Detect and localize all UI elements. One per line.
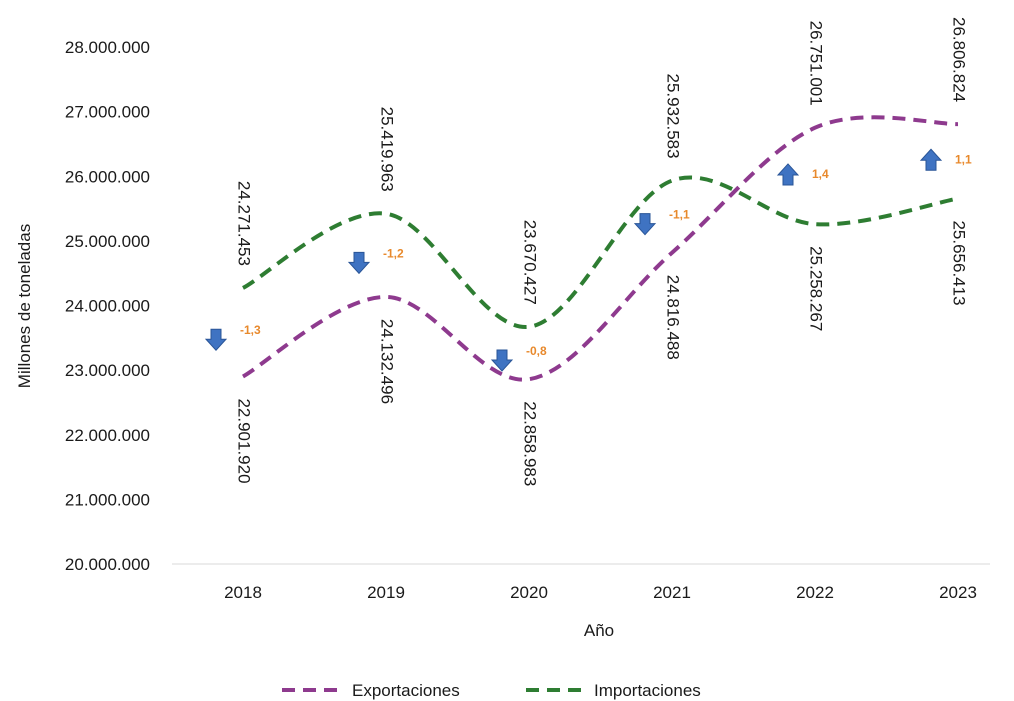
- legend-label: Exportaciones: [352, 681, 460, 700]
- legend: Exportaciones Importaciones: [282, 681, 701, 700]
- arrow-up-icon: [776, 163, 800, 186]
- x-tick-label: 2018: [224, 583, 262, 602]
- y-axis-ticks: 20.000.000 21.000.000 22.000.000 23.000.000…: [65, 38, 150, 574]
- series-line-importaciones: [242, 175, 959, 329]
- data-label-importaciones: 23.670.427: [521, 220, 540, 305]
- data-label-exportaciones: 22.858.983: [521, 401, 540, 486]
- data-label-importaciones: 25.932.583: [664, 74, 683, 159]
- change-label: -1,1: [669, 208, 690, 222]
- y-tick-label: 26.000.000: [65, 167, 150, 186]
- data-label-exportaciones: 24.816.488: [664, 275, 683, 360]
- y-tick-label: 24.000.000: [65, 297, 150, 316]
- series-lines: [242, 115, 959, 382]
- arrow-shape: [490, 349, 514, 372]
- arrow-shape: [776, 163, 800, 186]
- x-axis-title: Año: [584, 621, 614, 640]
- y-tick-label: 20.000.000: [65, 555, 150, 574]
- data-label-importaciones: 25.656.413: [950, 220, 969, 305]
- arrow-down-icon: [490, 349, 514, 372]
- y-axis-title: Millones de toneladas: [15, 224, 34, 388]
- change-label: 1,4: [812, 167, 829, 181]
- series-line-exportaciones: [242, 115, 959, 382]
- y-tick-label: 28.000.000: [65, 38, 150, 57]
- arrow-down-icon: [204, 328, 228, 351]
- legend-label: Importaciones: [594, 681, 701, 700]
- change-annotations: -1,3 -1,2 -0,8 -1,1 1,4 1,1: [204, 148, 972, 372]
- value-labels: 22.901.920 24.132.496 22.858.983 24.816.488…: [235, 17, 969, 486]
- x-tick-label: 2022: [796, 583, 834, 602]
- x-tick-label: 2019: [367, 583, 405, 602]
- arrow-shape: [204, 328, 228, 351]
- arrow-down-icon: [633, 213, 657, 236]
- y-tick-label: 22.000.000: [65, 426, 150, 445]
- data-label-importaciones: 25.419.963: [378, 107, 397, 192]
- y-tick-label: 21.000.000: [65, 490, 150, 509]
- legend-item-importaciones: Importaciones: [526, 681, 701, 700]
- y-tick-label: 27.000.000: [65, 103, 150, 122]
- x-tick-label: 2021: [653, 583, 691, 602]
- arrow-shape: [347, 251, 371, 275]
- data-label-exportaciones: 26.806.824: [950, 17, 969, 102]
- change-label: 1,1: [955, 152, 972, 166]
- data-label-exportaciones: 26.751.001: [807, 21, 826, 106]
- data-label-importaciones: 24.271.453: [235, 181, 254, 266]
- arrow-down-icon: [347, 251, 371, 275]
- arrow-up-icon: [919, 148, 943, 171]
- y-tick-label: 25.000.000: [65, 232, 150, 251]
- arrow-shape: [633, 213, 657, 236]
- y-tick-label: 23.000.000: [65, 361, 150, 380]
- data-label-exportaciones: 22.901.920: [235, 398, 254, 483]
- x-tick-label: 2023: [939, 583, 977, 602]
- legend-item-exportaciones: Exportaciones: [282, 681, 460, 700]
- x-axis-ticks: 2018 2019 2020 2021 2022 2023: [224, 583, 977, 602]
- change-label: -0,8: [526, 344, 547, 358]
- arrow-shape: [919, 148, 943, 171]
- x-tick-label: 2020: [510, 583, 548, 602]
- data-label-exportaciones: 24.132.496: [378, 319, 397, 404]
- change-label: -1,3: [240, 323, 261, 337]
- change-label: -1,2: [383, 246, 404, 260]
- data-label-importaciones: 25.258.267: [807, 246, 826, 331]
